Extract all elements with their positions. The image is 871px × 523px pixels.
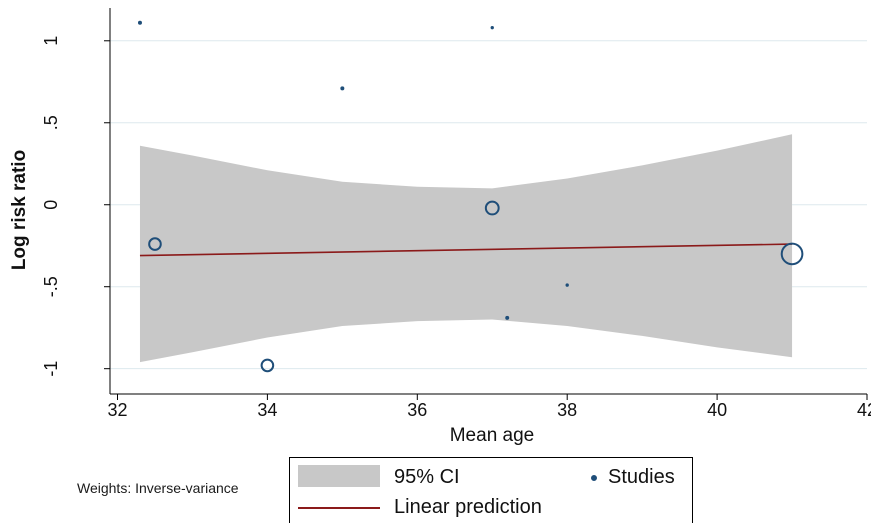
x-tick-label: 42 (857, 400, 871, 420)
legend-prediction-label: Linear prediction (394, 496, 542, 518)
ci-band (139, 134, 793, 363)
study-points-layer (137, 20, 804, 373)
legend-ci-swatch (298, 465, 380, 487)
y-axis-label: Log risk ratio (9, 150, 30, 270)
legend-prediction-swatch (298, 507, 380, 509)
study-point (565, 283, 569, 287)
prediction-line-layer (139, 243, 793, 257)
y-tick-label: -1 (41, 361, 61, 377)
x-tick-label: 34 (257, 400, 277, 420)
x-tick-label: 36 (407, 400, 427, 420)
prediction-line (139, 243, 793, 257)
x-axis-label: Mean age (450, 425, 535, 446)
legend-studies-marker (591, 475, 597, 481)
study-point (137, 20, 142, 25)
study-point (505, 315, 510, 320)
study-point (340, 86, 345, 91)
x-tick-label: 32 (107, 400, 127, 420)
study-point (484, 200, 500, 216)
study-point (148, 237, 162, 251)
y-tick-label: 0 (41, 200, 61, 210)
weights-note: Weights: Inverse-variance (77, 480, 239, 496)
y-tick-label: 1 (41, 36, 61, 46)
legend: 95% CI Studies Linear prediction (289, 457, 693, 523)
study-point (490, 25, 494, 30)
meta-regression-chart: 32 34 36 38 40 42 -1 -.5 0 .5 1 Mean age Log risk … (9, 8, 871, 446)
x-tick-label: 40 (707, 400, 727, 420)
study-point (260, 358, 275, 373)
y-tick-label: -.5 (41, 276, 61, 297)
study-point (780, 242, 804, 266)
legend-ci-label: 95% CI (394, 466, 460, 488)
x-tick-label: 38 (557, 400, 577, 420)
y-tick-label: .5 (41, 115, 61, 130)
ci-band-layer (139, 134, 793, 363)
legend-studies-label: Studies (608, 466, 675, 488)
axes: 32 34 36 38 40 42 -1 -.5 0 .5 1 (41, 8, 871, 420)
